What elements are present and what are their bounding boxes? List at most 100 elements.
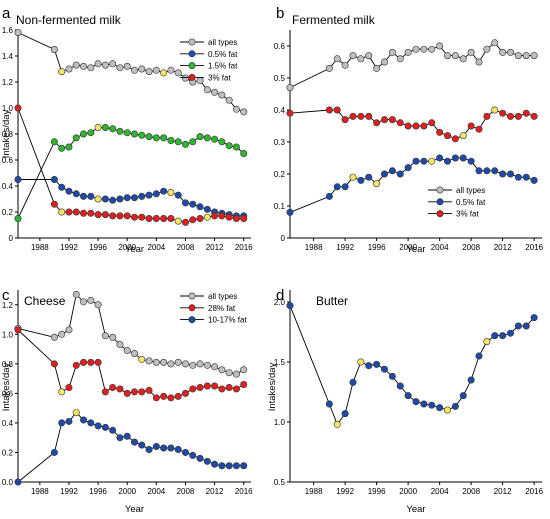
data-point [428, 401, 436, 409]
data-point [72, 134, 80, 142]
data-point [404, 392, 412, 400]
data-point [87, 64, 95, 72]
data-point [341, 410, 349, 418]
x-tick-label: 2016 [235, 243, 253, 252]
data-point [349, 173, 357, 181]
data-point [459, 392, 467, 400]
data-point [225, 213, 233, 221]
data-point [240, 462, 248, 470]
data-point [428, 157, 436, 165]
data-point [109, 333, 117, 341]
data-point [404, 122, 412, 130]
y-tick-label: 0.0 [2, 478, 14, 487]
data-point [101, 61, 109, 69]
panel-d: 0.5 1.0 1.5 2.0 1988 1992 1996 2000 2004 2008 2012… [267, 287, 544, 515]
data-point [145, 446, 153, 454]
data-point [436, 154, 444, 162]
data-point [522, 173, 530, 181]
data-point [160, 358, 168, 366]
data-point [211, 212, 219, 220]
data-point [123, 129, 131, 137]
data-point [211, 382, 219, 390]
data-point [388, 372, 396, 380]
data-point [333, 420, 341, 428]
data-point [404, 164, 412, 172]
data-point [349, 112, 357, 120]
x-tick-label: 2000 [399, 243, 417, 252]
data-point [174, 69, 182, 77]
x-tick-label: 2000 [118, 487, 136, 496]
data-point [333, 106, 341, 114]
data-point [80, 192, 88, 200]
data-point [189, 216, 197, 224]
data-point [87, 358, 95, 366]
y-tick-label: 0.2 [2, 448, 14, 457]
data-point [152, 215, 160, 223]
y-tick-label: 0.6 [2, 156, 14, 165]
data-point [123, 212, 131, 220]
panel-title: Butter [316, 294, 348, 308]
data-point [203, 213, 211, 221]
data-point [167, 360, 175, 368]
legend-label: 3% fat [456, 210, 479, 219]
data-point [530, 314, 538, 322]
y-tick-label: 1.2 [2, 301, 14, 310]
data-point [325, 106, 333, 114]
data-point [87, 192, 95, 200]
data-point [109, 125, 117, 133]
data-point [467, 376, 475, 384]
series-line [17, 411, 244, 483]
data-point [506, 329, 514, 337]
x-tick-label: 1988 [31, 243, 49, 252]
data-point [373, 119, 381, 127]
data-point [167, 215, 175, 223]
data-point [225, 462, 233, 470]
data-point [412, 157, 420, 165]
data-point [80, 130, 88, 138]
data-point [80, 416, 88, 424]
y-tick-label: 1.0 [2, 330, 14, 339]
data-point [14, 215, 22, 223]
data-point [443, 406, 451, 414]
x-tick-label: 2004 [147, 487, 165, 496]
data-point [388, 116, 396, 124]
y-tick-label: 0.8 [2, 360, 14, 369]
series-line [17, 293, 244, 375]
data-point [491, 39, 499, 47]
data-point [181, 448, 189, 456]
data-point [232, 215, 240, 223]
data-point [152, 358, 160, 366]
data-point [72, 290, 80, 298]
data-point [530, 176, 538, 184]
legend-label: 1.5% fat [208, 62, 238, 71]
data-point [109, 383, 117, 391]
data-point [373, 360, 381, 368]
data-point [428, 119, 436, 127]
legend-marker [188, 292, 196, 300]
data-point [196, 360, 204, 368]
data-point [174, 392, 182, 400]
data-point [101, 195, 109, 203]
x-tick-label: 1992 [336, 487, 354, 496]
data-point [94, 60, 102, 68]
x-tick-label: 1992 [336, 243, 354, 252]
y-tick-label: 0.5 [274, 478, 286, 487]
data-point [101, 423, 109, 431]
x-tick-label: 1996 [89, 487, 107, 496]
data-point [80, 358, 88, 366]
x-tick-label: 2000 [399, 487, 417, 496]
x-tick-label: 2008 [177, 243, 195, 252]
data-point [475, 167, 483, 175]
data-point [451, 154, 459, 162]
data-point [116, 341, 124, 349]
data-point [240, 108, 248, 116]
data-point [50, 176, 58, 184]
data-point [420, 122, 428, 130]
data-point [203, 134, 211, 142]
data-point [443, 132, 451, 140]
data-point [530, 112, 538, 120]
panel-c: 0.0 0.2 0.4 0.6 0.8 1.0 1.2 1988 1992 1996 2000 200… [1, 287, 253, 515]
data-point [491, 106, 499, 114]
x-tick-label: 2008 [462, 243, 480, 252]
